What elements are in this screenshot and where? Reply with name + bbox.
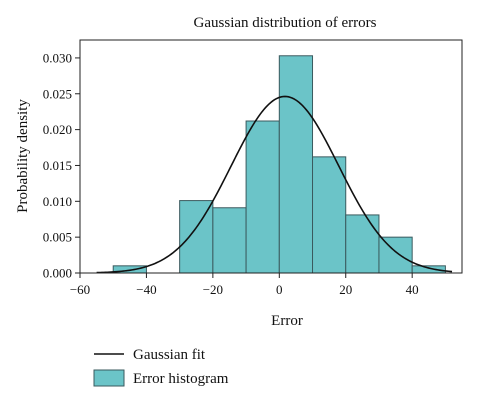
- legend-label-fit: Gaussian fit: [133, 347, 206, 363]
- y-tick-label: 0.030: [43, 50, 72, 65]
- x-axis-label: Error: [271, 313, 303, 329]
- x-tick-label: −20: [203, 282, 223, 297]
- x-tick-label: 40: [406, 282, 419, 297]
- histogram-bars: [112, 55, 446, 274]
- y-tick-label: 0.010: [43, 194, 72, 209]
- histogram-bar: [411, 265, 446, 274]
- histogram-bar: [245, 120, 280, 274]
- x-tick-label: −40: [136, 282, 156, 297]
- histogram-bar: [345, 214, 380, 274]
- gaussian-fit-line: [96, 95, 453, 274]
- y-tick-label: 0.005: [43, 230, 72, 245]
- y-tick-label: 0.000: [43, 266, 72, 281]
- y-axis-label: Probability density: [15, 99, 31, 213]
- y-axis-ticks: 0.000 0.005 0.010 0.015 0.020 0.025 0.030: [43, 50, 80, 281]
- legend-box-swatch: [93, 369, 125, 387]
- histogram-bar: [278, 55, 314, 274]
- legend: Gaussian fit Error histogram: [93, 347, 229, 387]
- x-tick-label: 0: [276, 282, 283, 297]
- y-tick-label: 0.020: [43, 122, 72, 137]
- y-tick-label: 0.015: [43, 158, 72, 173]
- histogram-bar: [179, 200, 214, 274]
- chart-title: Gaussian distribution of errors: [194, 15, 377, 31]
- x-tick-label: −60: [70, 282, 90, 297]
- histogram-bar: [212, 207, 247, 274]
- x-axis-ticks: −60 −40 −20 0 20 40: [70, 273, 419, 297]
- x-tick-label: 20: [339, 282, 352, 297]
- histogram-bar: [312, 156, 347, 274]
- plot-frame: [79, 39, 463, 274]
- legend-label-histogram: Error histogram: [133, 371, 229, 387]
- histogram-bar: [378, 236, 413, 274]
- y-tick-label: 0.025: [43, 86, 72, 101]
